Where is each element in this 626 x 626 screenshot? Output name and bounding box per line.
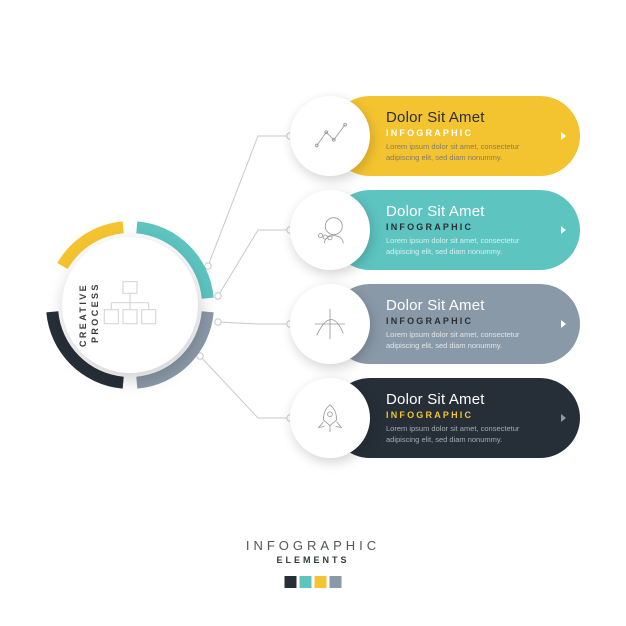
chevron-right-icon: [561, 226, 566, 234]
line-chart-icon: [313, 119, 347, 153]
chevron-right-icon: [561, 320, 566, 328]
info-item: Dolor Sit Amet INFOGRAPHIC Lorem ipsum d…: [290, 284, 580, 364]
item-body: Lorem ipsum dolor sit amet, consectetur …: [386, 330, 546, 350]
footer-title: INFOGRAPHIC: [246, 538, 380, 553]
crosshair-curve-icon: [313, 307, 347, 341]
item-subtitle: INFOGRAPHIC: [386, 316, 546, 326]
org-chart-icon: [102, 277, 158, 333]
central-hub: CREATIVE PROCESS: [46, 221, 214, 389]
item-body: Lorem ipsum dolor sit amet, consectetur …: [386, 236, 546, 256]
info-item: Dolor Sit Amet INFOGRAPHIC Lorem ipsum d…: [290, 96, 580, 176]
item-title: Dolor Sit Amet: [386, 203, 546, 220]
hub-title-line2: PROCESS: [90, 282, 100, 343]
swatch: [330, 576, 342, 588]
team-head-icon: [313, 213, 347, 247]
swatch: [315, 576, 327, 588]
infographic-stage: { "canvas": { "width": 626, "height": 62…: [0, 0, 626, 626]
chevron-right-icon: [561, 132, 566, 140]
chevron-right-icon: [561, 414, 566, 422]
footer-swatches: [285, 576, 342, 588]
item-title: Dolor Sit Amet: [386, 391, 546, 408]
item-title: Dolor Sit Amet: [386, 109, 546, 126]
swatch: [300, 576, 312, 588]
info-item: Dolor Sit Amet INFOGRAPHIC Lorem ipsum d…: [290, 378, 580, 458]
footer-subtitle: ELEMENTS: [246, 555, 380, 565]
item-subtitle: INFOGRAPHIC: [386, 410, 546, 420]
item-subtitle: INFOGRAPHIC: [386, 222, 546, 232]
item-icon-disc: [290, 284, 370, 364]
info-item: Dolor Sit Amet INFOGRAPHIC Lorem ipsum d…: [290, 190, 580, 270]
item-icon-disc: [290, 96, 370, 176]
item-body: Lorem ipsum dolor sit amet, consectetur …: [386, 142, 546, 162]
item-body: Lorem ipsum dolor sit amet, consectetur …: [386, 424, 546, 444]
item-icon-disc: [290, 190, 370, 270]
swatch: [285, 576, 297, 588]
item-subtitle: INFOGRAPHIC: [386, 128, 546, 138]
item-icon-disc: [290, 378, 370, 458]
rocket-icon: [313, 401, 347, 435]
hub-title-line1: CREATIVE: [78, 283, 88, 347]
item-title: Dolor Sit Amet: [386, 297, 546, 314]
footer: INFOGRAPHIC ELEMENTS: [246, 538, 380, 565]
